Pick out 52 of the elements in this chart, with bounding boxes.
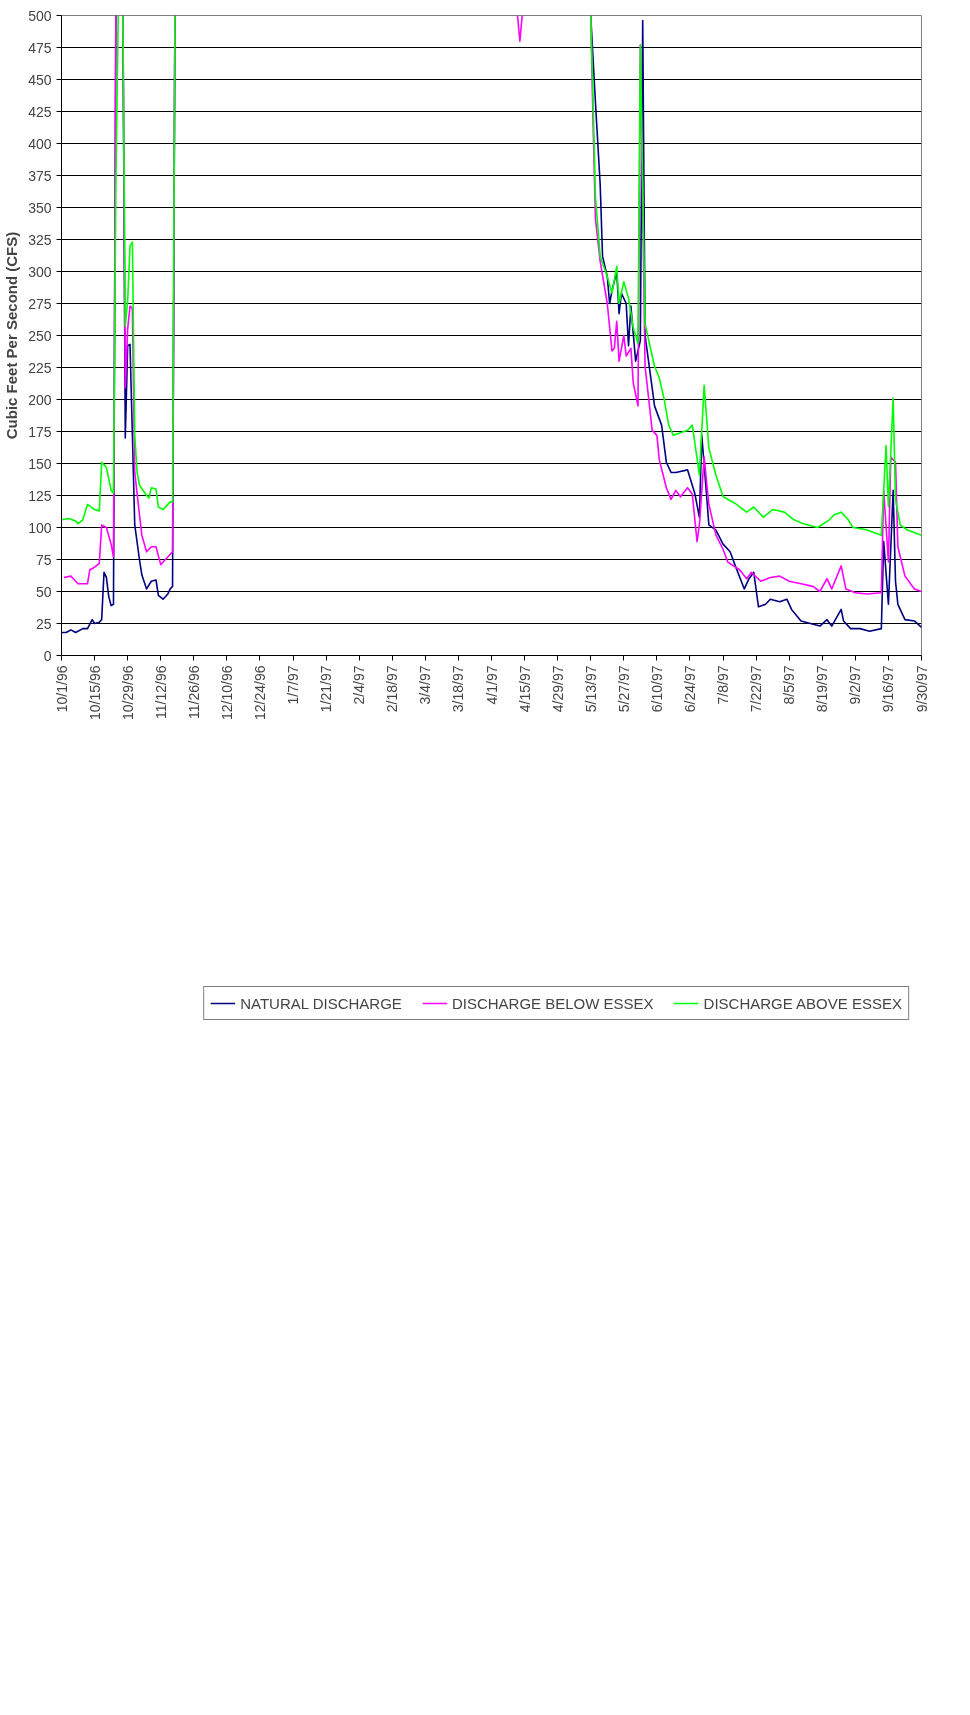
y-tick-label: 250 (28, 327, 52, 344)
x-tick-label: 10/29/96 (119, 665, 136, 720)
x-tick-label: 11/12/96 (152, 665, 169, 719)
y-tick-label: 275 (28, 295, 52, 312)
y-tick-label: 425 (28, 103, 52, 120)
x-tick-label: 6/10/97 (648, 665, 665, 713)
x-tick-label: 5/27/97 (615, 665, 632, 713)
y-tick-label: 75 (35, 551, 52, 568)
y-tick-label: 225 (28, 359, 52, 376)
x-tick-label: 1/7/97 (285, 665, 302, 705)
x-tick-label: 3/18/97 (450, 665, 467, 713)
y-tick-label: 300 (28, 263, 52, 280)
x-tick-label: 3/4/97 (417, 665, 434, 705)
x-tick-label: 2/4/97 (351, 665, 368, 705)
y-tick-label: 475 (28, 39, 52, 56)
x-tick-label: 11/26/96 (185, 665, 202, 719)
y-tick-label: 350 (28, 199, 52, 216)
x-tick-label: 9/2/97 (847, 665, 864, 705)
x-tick-label: 12/24/96 (251, 665, 268, 720)
legend-label: DISCHARGE BELOW ESSEX (451, 994, 654, 1012)
y-tick-label: 150 (28, 455, 52, 472)
y-tick-label: 500 (28, 7, 52, 24)
x-tick-label: 10/15/96 (86, 665, 103, 720)
y-tick-label: 100 (28, 519, 52, 536)
legend-label: DISCHARGE ABOVE ESSEX (703, 994, 902, 1012)
x-tick-label: 4/15/97 (516, 665, 533, 713)
y-tick-label: 175 (28, 423, 52, 440)
x-tick-label: 8/19/97 (814, 665, 831, 713)
y-tick-label: 0 (43, 647, 52, 664)
x-tick-label: 10/1/96 (53, 665, 70, 713)
y-tick-label: 125 (28, 487, 52, 504)
y-axis-title: Cubic Feet Per Second (CFS) (3, 231, 21, 440)
x-tick-label: 4/1/97 (483, 665, 500, 705)
x-tick-label: 4/29/97 (549, 665, 566, 713)
y-tick-label: 200 (28, 391, 52, 408)
y-tick-label: 400 (28, 135, 52, 152)
x-tick-label: 12/10/96 (218, 665, 235, 720)
x-tick-label: 9/30/97 (913, 665, 930, 713)
y-tick-label: 25 (35, 615, 52, 632)
x-tick-label: 7/8/97 (715, 665, 732, 705)
y-tick-label: 325 (28, 231, 52, 248)
x-tick-label: 9/16/97 (880, 665, 897, 713)
y-tick-label: 375 (28, 167, 52, 184)
x-tick-label: 7/22/97 (748, 665, 765, 713)
y-tick-label: 50 (35, 583, 52, 600)
x-tick-label: 1/21/97 (318, 665, 335, 713)
y-tick-label: 450 (28, 71, 52, 88)
x-tick-label: 8/5/97 (781, 665, 798, 705)
x-tick-label: 2/18/97 (384, 665, 401, 713)
x-tick-label: 5/13/97 (582, 665, 599, 713)
x-tick-label: 6/24/97 (681, 665, 698, 713)
legend-label: NATURAL DISCHARGE (240, 994, 402, 1012)
